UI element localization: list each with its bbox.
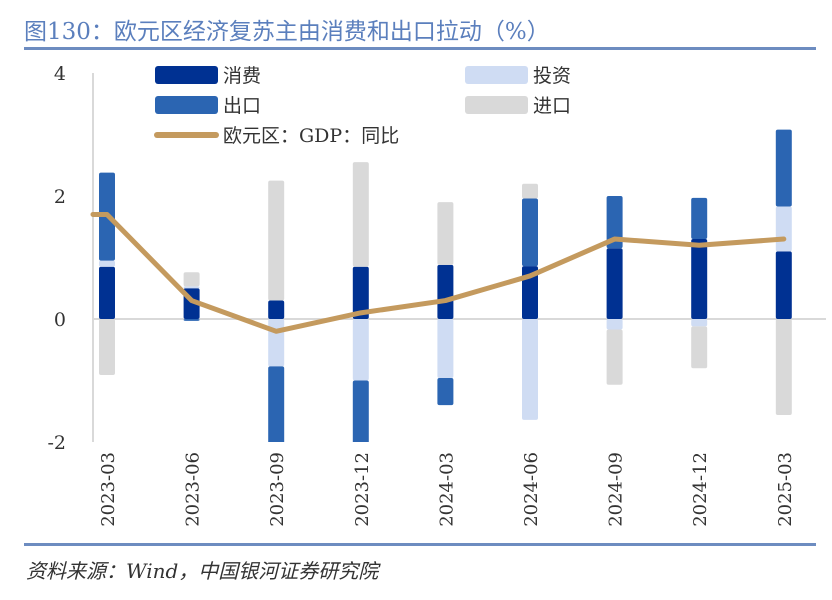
x-tick-label: 2024-06 xyxy=(521,452,542,527)
bar-投资-2023-06 xyxy=(183,286,200,289)
legend-label: 消费 xyxy=(223,65,261,87)
bar-消费-2025-03 xyxy=(775,251,792,319)
legend-swatch xyxy=(465,96,528,114)
bar-消费-2024-09 xyxy=(606,248,623,319)
bar-消费-2023-12 xyxy=(352,266,369,319)
bar-消费-2024-12 xyxy=(691,239,708,319)
y-tick-label: -2 xyxy=(47,432,66,454)
bars xyxy=(99,129,792,442)
x-tick-label: 2024-09 xyxy=(606,452,627,527)
bar-消费-2023-09 xyxy=(268,300,285,319)
legend-label: 投资 xyxy=(533,65,571,87)
bar-进口-2025-03 xyxy=(775,319,792,415)
legend-label: 进口 xyxy=(533,95,571,117)
bar-出口-2023-12 xyxy=(352,380,369,442)
bar-出口-2024-03 xyxy=(437,378,454,406)
bar-出口-2023-06 xyxy=(183,319,200,321)
x-tick-label: 2024-03 xyxy=(436,452,457,527)
source-divider xyxy=(24,543,816,546)
legend-label: 欧元区：GDP：同比 xyxy=(223,125,399,147)
x-tick-label: 2023-12 xyxy=(352,452,373,527)
bar-消费-2023-03 xyxy=(99,266,115,319)
y-tick-label: 0 xyxy=(54,309,66,331)
legend-swatch xyxy=(155,96,218,114)
bar-进口-2024-06 xyxy=(522,183,538,199)
y-tick-label: 4 xyxy=(54,63,66,85)
x-tick-label: 2023-03 xyxy=(98,452,119,527)
bar-投资-2024-03 xyxy=(437,319,454,379)
bar-进口-2023-12 xyxy=(352,162,369,267)
x-tick-label: 2024-12 xyxy=(690,452,711,527)
x-tick-label: 2023-06 xyxy=(183,452,204,527)
legend-label: 出口 xyxy=(223,95,261,117)
legend-swatch xyxy=(465,66,528,84)
bar-出口-2024-12 xyxy=(691,197,708,240)
x-tick-label: 2025-03 xyxy=(775,452,796,527)
legend-swatch xyxy=(155,66,218,84)
bar-进口-2023-03 xyxy=(99,319,115,375)
bar-消费-2024-03 xyxy=(437,264,454,319)
bar-投资-2024-12 xyxy=(691,319,708,327)
bar-出口-2023-09 xyxy=(268,366,285,442)
source-note: 资料来源：Wind，中国银河证券研究院 xyxy=(26,559,379,583)
bar-进口-2024-09 xyxy=(606,329,623,385)
bar-投资-2023-12 xyxy=(352,319,369,381)
y-tick-label: 2 xyxy=(54,186,66,208)
bar-投资-2024-09 xyxy=(606,319,623,330)
x-tick-label: 2023-09 xyxy=(267,452,288,527)
bar-投资-2023-09 xyxy=(268,319,285,367)
bar-进口-2024-12 xyxy=(691,326,708,369)
bar-进口-2024-03 xyxy=(437,202,454,265)
bar-投资-2024-06 xyxy=(522,319,538,420)
bar-投资-2025-03 xyxy=(775,206,792,252)
title-divider xyxy=(24,47,816,50)
line-gdp-yoy xyxy=(90,211,787,334)
bar-出口-2024-09 xyxy=(606,196,623,249)
bar-进口-2023-06 xyxy=(183,272,200,287)
bar-出口-2025-03 xyxy=(775,129,792,207)
chart-title: 图130：欧元区经济复苏主由消费和出口拉动（%） xyxy=(24,19,550,45)
bar-投资-2023-03 xyxy=(99,260,115,267)
bar-出口-2024-06 xyxy=(522,198,538,267)
bar-进口-2023-09 xyxy=(268,180,285,301)
